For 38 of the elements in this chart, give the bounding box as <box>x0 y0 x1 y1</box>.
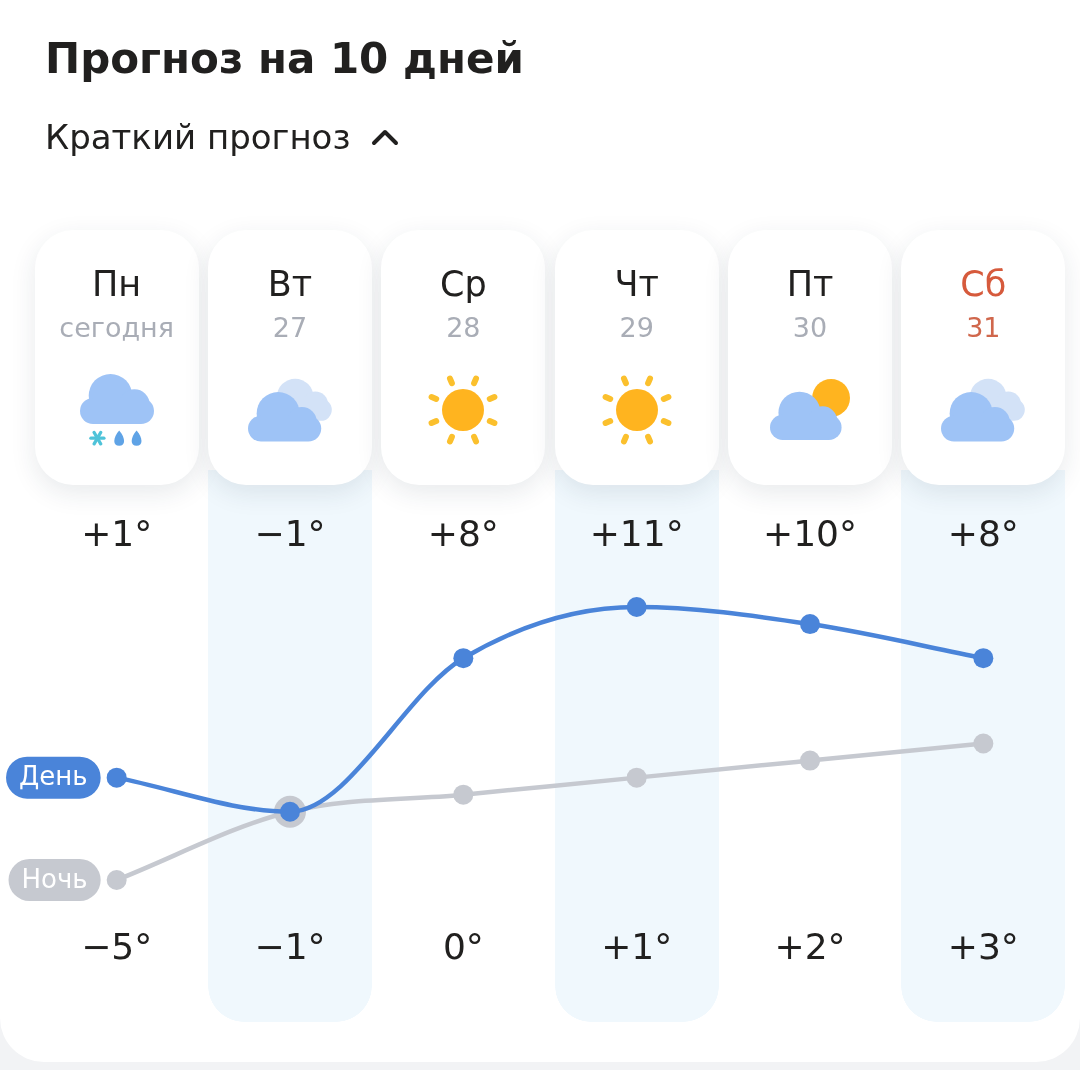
data-label: +1° <box>81 513 153 555</box>
data-label: −1° <box>254 513 326 555</box>
day-card: Ср 28 <box>381 230 546 485</box>
chart-title: Прогноз на 10 дней <box>45 33 524 85</box>
day-card: Сб 31 <box>901 230 1066 485</box>
data-label: −5° <box>81 926 153 968</box>
data-label: +11° <box>589 513 684 555</box>
data-label: +10° <box>763 513 857 555</box>
x-tick-label: Пн сегодня <box>58 263 175 345</box>
data-label: −1° <box>254 926 326 968</box>
data-label: +8° <box>427 513 499 555</box>
data-label: +3° <box>947 926 1019 968</box>
point <box>626 597 647 617</box>
point <box>800 614 820 635</box>
point <box>453 784 474 805</box>
point <box>106 870 127 890</box>
day-card: Пт 30 <box>728 230 892 485</box>
x-tick-label: Пт 30 <box>785 263 835 345</box>
day-card: Пн сегодня <box>34 230 199 485</box>
data-label: +8° <box>947 513 1019 555</box>
series-label: Ночь <box>21 863 88 894</box>
point <box>800 750 820 771</box>
day-card: Вт 27 <box>208 230 372 485</box>
point <box>973 648 994 669</box>
point <box>626 767 647 788</box>
series-label: День <box>19 761 88 792</box>
chart-subtitle: Краткий прогноз <box>45 116 351 159</box>
point <box>106 767 127 788</box>
x-tick-label: Ср 28 <box>439 263 488 345</box>
x-tick-label: Вт 27 <box>266 263 314 345</box>
data-label: +2° <box>774 926 846 968</box>
point <box>453 648 474 669</box>
x-tick-label: Сб 31 <box>959 263 1008 345</box>
x-tick-label: Чт 29 <box>613 263 660 345</box>
point <box>973 733 994 754</box>
day-card: Чт 29 <box>554 230 719 485</box>
data-label: 0° <box>442 926 484 968</box>
data-label: +1° <box>601 926 673 968</box>
